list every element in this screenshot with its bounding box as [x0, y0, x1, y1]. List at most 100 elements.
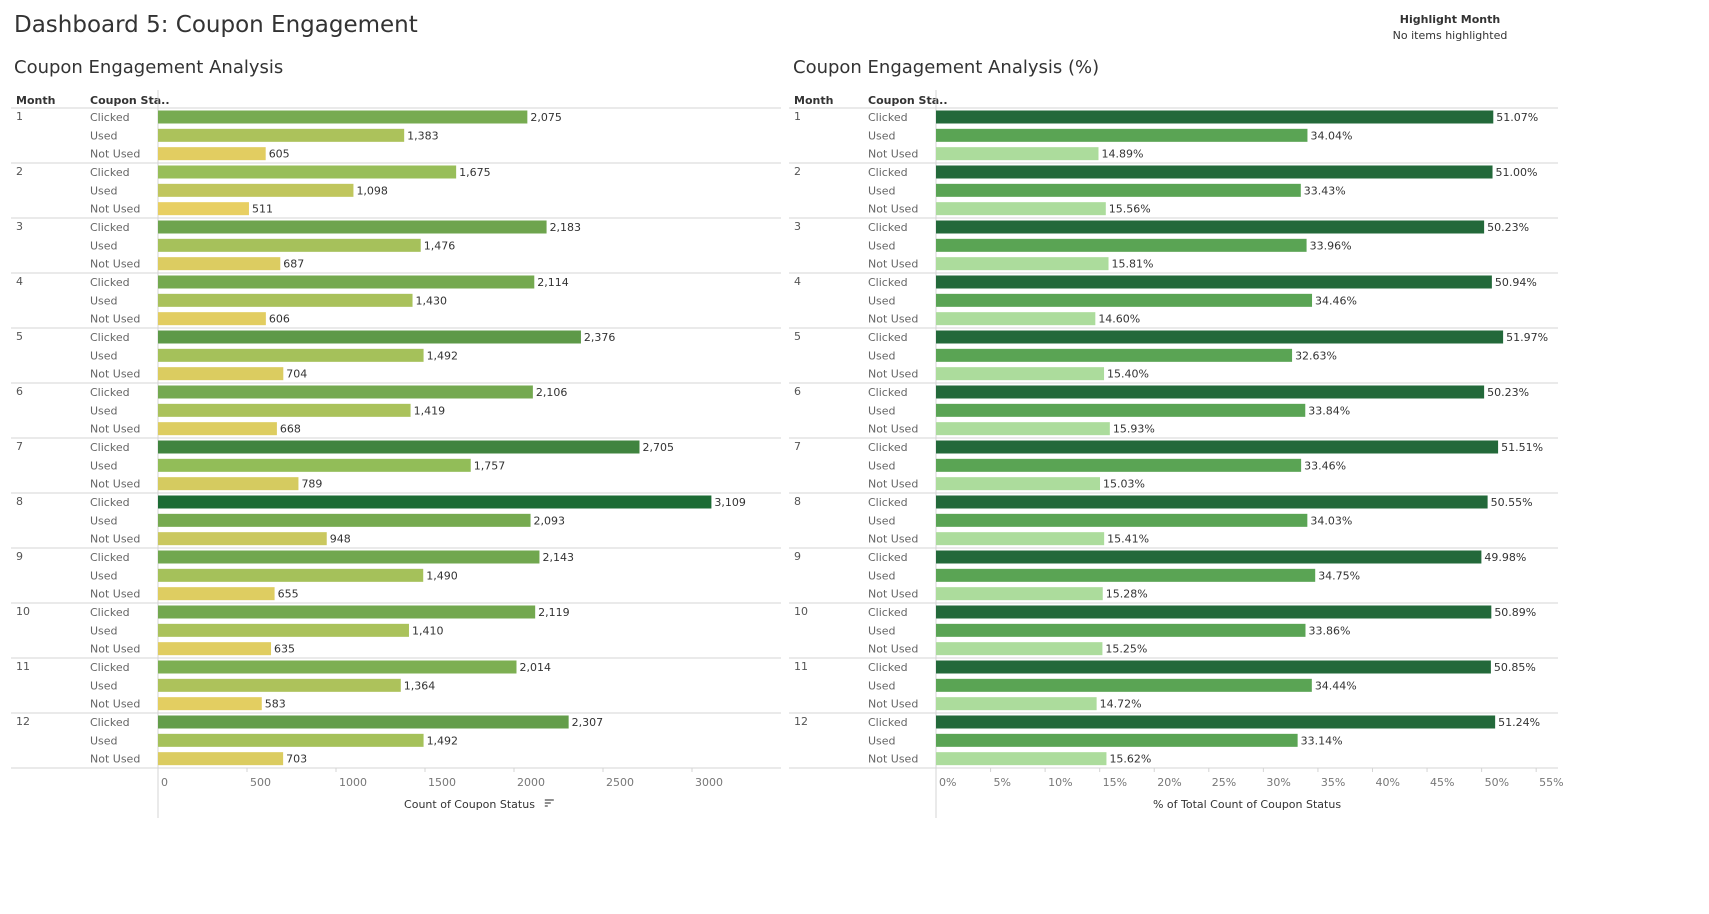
- status-label: Not Used: [868, 753, 918, 766]
- bar: [158, 568, 424, 582]
- status-label: Clicked: [868, 331, 908, 344]
- bar-data-label: 2,705: [642, 441, 674, 454]
- bar: [158, 238, 421, 252]
- bar: [158, 367, 284, 381]
- bar-data-label: 15.62%: [1109, 753, 1151, 766]
- x-tick-label: 1500: [428, 776, 456, 789]
- month-column-header: Month: [794, 94, 833, 107]
- bar-data-label: 15.81%: [1112, 258, 1154, 271]
- month-label: 4: [794, 275, 801, 288]
- status-label: Not Used: [90, 148, 140, 161]
- bar: [158, 147, 266, 161]
- bar: [158, 642, 272, 656]
- x-tick-label: 50%: [1485, 776, 1509, 789]
- bar-data-label: 1,419: [414, 404, 446, 417]
- bar: [936, 477, 1101, 491]
- bar: [936, 220, 1485, 234]
- bar: [158, 183, 354, 197]
- bar-data-label: 2,307: [572, 716, 604, 729]
- bar-data-label: 34.75%: [1318, 569, 1360, 582]
- bar: [936, 642, 1103, 656]
- status-label: Not Used: [90, 588, 140, 601]
- bar-data-label: 34.46%: [1315, 294, 1357, 307]
- status-label: Used: [90, 514, 118, 527]
- bar: [936, 275, 1492, 289]
- status-label: Not Used: [868, 313, 918, 326]
- bar-data-label: 33.14%: [1301, 734, 1343, 747]
- status-label: Clicked: [90, 716, 130, 729]
- count-chart-title: Coupon Engagement Analysis: [14, 57, 284, 78]
- bar-data-label: 15.56%: [1109, 203, 1151, 216]
- bar: [936, 293, 1313, 307]
- bar-data-label: 2,075: [530, 111, 562, 124]
- month-label: 2: [794, 165, 801, 178]
- bar-data-label: 15.28%: [1106, 588, 1148, 601]
- status-label: Used: [868, 239, 896, 252]
- month-label: 5: [794, 330, 801, 343]
- status-label: Used: [90, 679, 118, 692]
- status-label: Not Used: [90, 313, 140, 326]
- bar: [158, 752, 284, 766]
- bar: [936, 128, 1308, 142]
- bar-data-label: 50.85%: [1494, 661, 1536, 674]
- bar-data-label: 50.89%: [1494, 606, 1536, 619]
- month-label: 9: [16, 550, 23, 563]
- status-label: Clicked: [868, 386, 908, 399]
- status-label: Used: [868, 129, 896, 142]
- bar-data-label: 51.51%: [1501, 441, 1543, 454]
- bar-data-label: 50.23%: [1487, 386, 1529, 399]
- bar-data-label: 2,143: [542, 551, 574, 564]
- bar: [936, 733, 1298, 747]
- status-label: Clicked: [90, 221, 130, 234]
- status-label: Used: [868, 459, 896, 472]
- bar: [158, 257, 281, 271]
- bar: [158, 220, 547, 234]
- bar-data-label: 49.98%: [1484, 551, 1526, 564]
- status-label: Not Used: [868, 203, 918, 216]
- status-label: Used: [90, 459, 118, 472]
- month-label: 11: [794, 660, 808, 673]
- status-label: Clicked: [868, 661, 908, 674]
- month-label: 3: [794, 220, 801, 233]
- bar: [936, 678, 1312, 692]
- bar-data-label: 15.03%: [1103, 478, 1145, 491]
- status-label: Clicked: [868, 166, 908, 179]
- x-tick-label: 3000: [695, 776, 723, 789]
- bar-data-label: 687: [283, 258, 304, 271]
- status-label: Not Used: [90, 423, 140, 436]
- bar-data-label: 1,492: [427, 734, 459, 747]
- status-label: Clicked: [90, 276, 130, 289]
- bar-data-label: 2,119: [538, 606, 570, 619]
- status-label: Clicked: [90, 661, 130, 674]
- bar: [936, 348, 1293, 362]
- status-label: Used: [868, 734, 896, 747]
- x-tick-label: 0: [161, 776, 168, 789]
- bar: [158, 330, 581, 344]
- status-label: Clicked: [868, 441, 908, 454]
- bar-data-label: 703: [286, 753, 307, 766]
- bar-data-label: 33.86%: [1308, 624, 1350, 637]
- bar-data-label: 14.60%: [1098, 313, 1140, 326]
- x-axis-title: Count of Coupon Status: [404, 798, 535, 811]
- bar-data-label: 583: [265, 698, 286, 711]
- status-label: Not Used: [868, 478, 918, 491]
- bar: [158, 678, 401, 692]
- status-label: Clicked: [868, 716, 908, 729]
- bar-data-label: 789: [301, 478, 322, 491]
- status-label: Used: [90, 349, 118, 362]
- bar-data-label: 34.44%: [1315, 679, 1357, 692]
- status-label: Used: [90, 294, 118, 307]
- status-label: Clicked: [90, 166, 130, 179]
- bar-data-label: 15.93%: [1113, 423, 1155, 436]
- bar: [936, 587, 1103, 601]
- bar: [936, 422, 1110, 436]
- status-label: Used: [90, 184, 118, 197]
- status-label: Clicked: [90, 331, 130, 344]
- bar: [936, 312, 1096, 326]
- bar-data-label: 50.23%: [1487, 221, 1529, 234]
- percent-chart-title: Coupon Engagement Analysis (%): [793, 57, 1100, 78]
- month-label: 10: [16, 605, 30, 618]
- month-label: 6: [794, 385, 801, 398]
- bar: [158, 532, 327, 546]
- highlight-month-control[interactable]: Highlight Month No items highlighted: [1380, 12, 1520, 44]
